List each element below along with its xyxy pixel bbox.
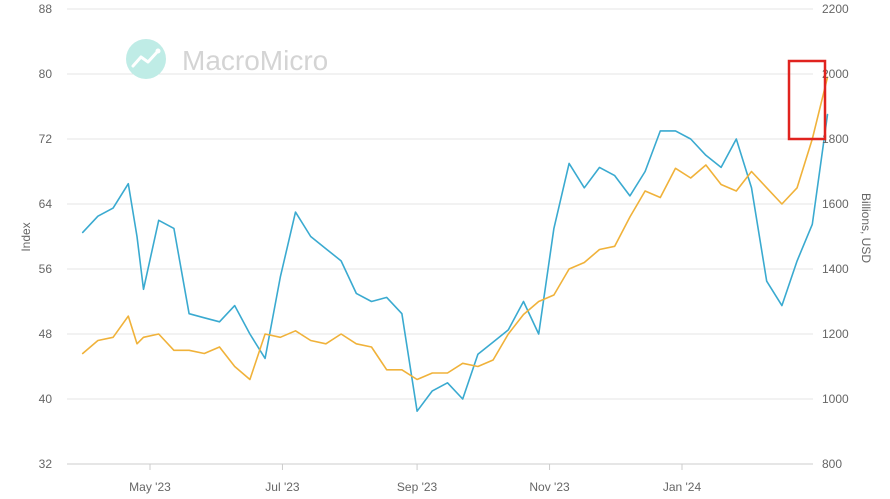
macromicro-watermark: MacroMicro: [126, 39, 328, 79]
left-tick-label: 32: [39, 457, 53, 471]
x-tick-label: Nov '23: [529, 480, 570, 494]
right-tick-label: 800: [822, 457, 842, 471]
left-tick-label: 88: [39, 2, 53, 16]
x-tick-label: May '23: [129, 480, 171, 494]
left-tick-label: 72: [39, 132, 53, 146]
right-tick-label: 1800: [822, 132, 849, 146]
right-axis-label: Billions, USD: [859, 193, 873, 263]
x-tick-label: Sep '23: [397, 480, 438, 494]
gridlines: [67, 8, 813, 465]
left-tick-label: 48: [39, 327, 53, 341]
left-axis-ticks: 32 40 48 56 64 72 80 88: [39, 2, 53, 471]
x-tick-label: Jan '24: [663, 480, 702, 494]
x-tick-label: Jul '23: [265, 480, 300, 494]
right-axis-ticks: 800 1000 1200 1400 1600 1800 2000 2200: [822, 2, 849, 471]
x-axis-ticks: May '23 Jul '23 Sep '23 Nov '23 Jan '24: [129, 464, 701, 494]
series-line-right-axis: [81, 76, 829, 381]
left-tick-label: 80: [39, 67, 53, 81]
right-tick-label: 1000: [822, 392, 849, 406]
right-tick-label: 1600: [822, 197, 849, 211]
right-tick-label: 1200: [822, 327, 849, 341]
series-lines: [81, 76, 829, 413]
watermark-text: MacroMicro: [182, 45, 328, 76]
left-tick-label: 64: [39, 197, 53, 211]
right-tick-label: 2000: [822, 67, 849, 81]
left-tick-label: 40: [39, 392, 53, 406]
right-tick-label: 1400: [822, 262, 849, 276]
macromicro-logo-icon: [126, 39, 166, 79]
highlight-box: [787, 59, 827, 141]
series-line-left-axis: [81, 113, 829, 413]
left-tick-label: 56: [39, 262, 53, 276]
right-tick-label: 2200: [822, 2, 849, 16]
left-axis-label: Index: [19, 222, 33, 251]
